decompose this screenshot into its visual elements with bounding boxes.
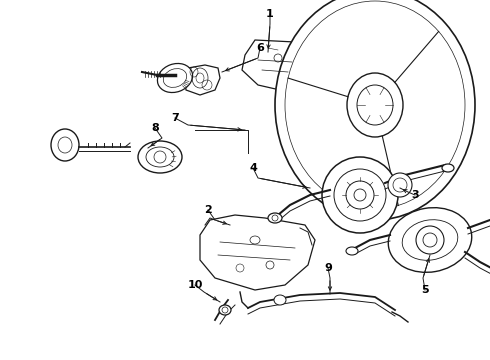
Ellipse shape bbox=[275, 0, 475, 220]
Ellipse shape bbox=[388, 173, 412, 197]
Polygon shape bbox=[185, 65, 220, 95]
Polygon shape bbox=[200, 215, 315, 290]
Ellipse shape bbox=[347, 73, 403, 137]
Text: 4: 4 bbox=[249, 163, 257, 173]
Ellipse shape bbox=[219, 305, 231, 315]
Text: 9: 9 bbox=[324, 263, 332, 273]
Ellipse shape bbox=[51, 129, 79, 161]
Ellipse shape bbox=[268, 213, 282, 223]
Ellipse shape bbox=[388, 208, 472, 273]
Text: 10: 10 bbox=[187, 280, 203, 290]
Ellipse shape bbox=[346, 247, 358, 255]
Text: 3: 3 bbox=[411, 190, 419, 200]
Ellipse shape bbox=[157, 63, 193, 93]
Polygon shape bbox=[295, 5, 430, 105]
Ellipse shape bbox=[274, 295, 286, 305]
Text: 8: 8 bbox=[151, 123, 159, 133]
Ellipse shape bbox=[138, 141, 182, 173]
Ellipse shape bbox=[416, 226, 444, 254]
Text: 5: 5 bbox=[421, 285, 429, 295]
Polygon shape bbox=[375, 41, 460, 199]
Ellipse shape bbox=[442, 164, 454, 172]
Polygon shape bbox=[290, 87, 390, 205]
Ellipse shape bbox=[322, 157, 398, 233]
Text: 1: 1 bbox=[266, 9, 274, 19]
Polygon shape bbox=[242, 40, 305, 90]
Text: 7: 7 bbox=[171, 113, 179, 123]
Text: 6: 6 bbox=[256, 43, 264, 53]
Text: 2: 2 bbox=[204, 205, 212, 215]
